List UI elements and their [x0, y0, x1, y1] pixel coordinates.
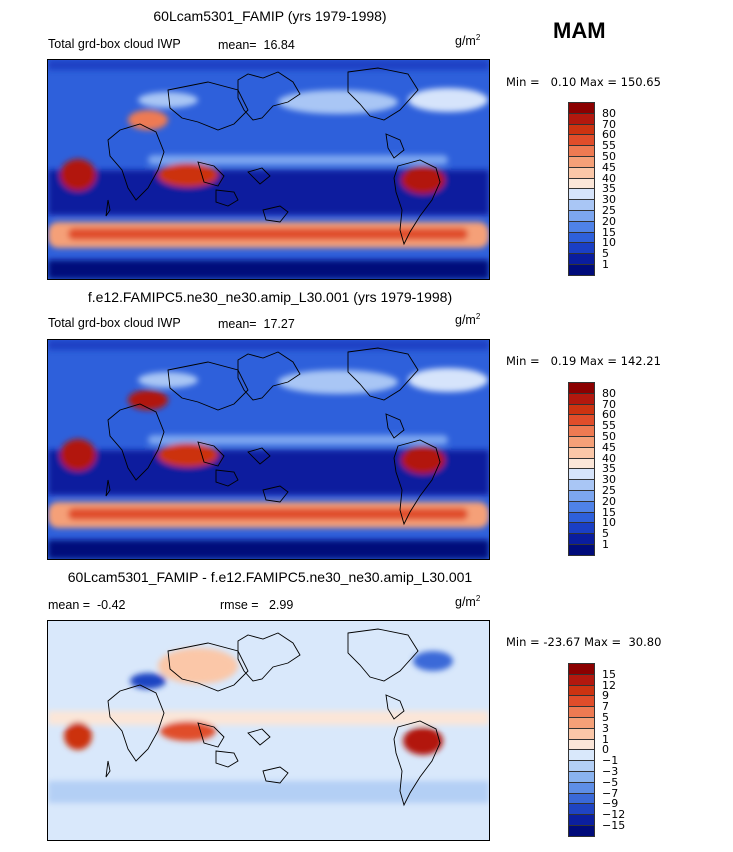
colorbar-label: −12: [602, 808, 626, 822]
colorbar-label: 5: [602, 527, 609, 541]
panel-3-mean: mean = -0.42: [48, 598, 126, 612]
colorbar-label: 5: [602, 711, 609, 724]
colorbar-label: 35: [602, 182, 616, 196]
colorbar-label: 15: [602, 667, 616, 681]
panel-2-mean-label: mean= 17.27: [218, 317, 295, 331]
colorbar-label: 60: [602, 408, 616, 422]
panel-2-map: [47, 339, 490, 560]
colorbar-label: 40: [602, 451, 616, 465]
colorbar-label: 35: [602, 462, 616, 476]
colorbar-label: 10: [602, 236, 616, 250]
season-label: MAM: [553, 18, 606, 43]
panel-1-field-label: Total grd-box cloud IWP: [48, 37, 181, 51]
colorbar-label: 1: [602, 732, 609, 746]
panel-3-units: g/m2: [455, 594, 481, 610]
colorbar-label: 1: [602, 538, 609, 551]
colorbar-label: 0: [602, 743, 609, 757]
colorbar-label: 80: [602, 386, 616, 400]
colorbar-swatch: [568, 544, 595, 556]
panel-1-units: g/m2: [455, 33, 481, 49]
colorbar-label: −5: [602, 775, 619, 789]
panel-2-field-label: Total grd-box cloud IWP: [48, 316, 181, 330]
panel-2-title: f.e12.FAMIPC5.ne30_ne30.amip_L30.001 (yr…: [87, 289, 453, 305]
colorbar-label: 70: [602, 397, 616, 411]
panel-1-mean-label: mean= 16.84: [218, 38, 295, 52]
panel-3-mean-value: -0.42: [97, 598, 126, 612]
panel-3-minmax: Min = -23.67 Max = 30.80: [506, 635, 662, 649]
colorbar-label: 3: [602, 721, 609, 735]
colorbar-label: −3: [602, 765, 619, 778]
colorbar-label: −1: [602, 754, 619, 768]
colorbar-label: 20: [602, 494, 616, 508]
colorbar-label: 25: [602, 484, 616, 497]
colorbar-label: 15: [602, 225, 616, 239]
colorbar-label: −9: [602, 797, 619, 811]
colorbar-label: 7: [602, 700, 609, 714]
colorbar-label: 20: [602, 214, 616, 228]
panel-1-mean-value: 16.84: [263, 38, 295, 52]
colorbar-label: 40: [602, 171, 616, 185]
panel-1-minmax: Min = 0.10 Max = 150.65: [506, 75, 661, 89]
panel-2-units: g/m2: [455, 312, 481, 328]
colorbar-label: 45: [602, 160, 616, 174]
colorbar-label: 50: [602, 430, 616, 443]
panel-3-rmse: rmse = 2.99: [220, 598, 294, 612]
colorbar-label: 10: [602, 516, 616, 530]
colorbar-label: 12: [602, 678, 616, 692]
colorbar-swatch: [568, 825, 595, 837]
panel-3-title: 60Lcam5301_FAMIP - f.e12.FAMIPC5.ne30_ne…: [67, 569, 473, 585]
colorbar-label: 5: [602, 247, 609, 261]
colorbar-label: 15: [602, 505, 616, 519]
colorbar-swatch: [568, 264, 595, 276]
colorbar-label: 55: [602, 139, 616, 153]
panel-2-mean-value: 17.27: [263, 317, 295, 331]
colorbar-label: 60: [602, 128, 616, 142]
panel-1-title: 60Lcam5301_FAMIP (yrs 1979-1998): [153, 8, 387, 24]
colorbar-label: 80: [602, 106, 616, 120]
colorbar-label: 55: [602, 419, 616, 433]
panel-2-minmax: Min = 0.19 Max = 142.21: [506, 354, 661, 368]
panel-3-rmse-value: 2.99: [268, 598, 294, 612]
colorbar-label: 1: [602, 258, 609, 271]
colorbar-label: 50: [602, 150, 616, 163]
colorbar-label: −7: [602, 786, 619, 800]
colorbar-label: 30: [602, 193, 616, 207]
panel-1-map: [47, 59, 490, 280]
colorbar-label: 25: [602, 204, 616, 217]
colorbar-label: −15: [602, 819, 626, 832]
colorbar-label: 30: [602, 473, 616, 487]
panel-3-map: [47, 620, 490, 841]
colorbar-label: 70: [602, 117, 616, 131]
colorbar-label: 45: [602, 440, 616, 454]
colorbar-label: 9: [602, 689, 609, 703]
